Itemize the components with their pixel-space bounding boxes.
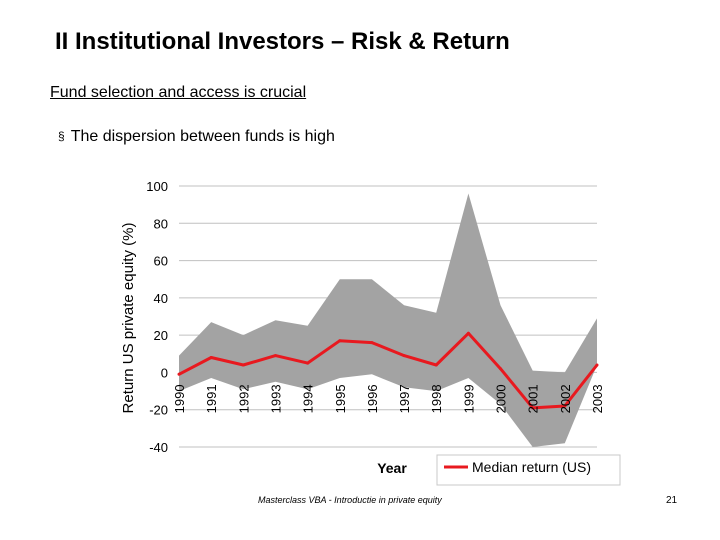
x-tick-label-1990: 1990 [172, 384, 187, 413]
median-point-1995 [338, 339, 342, 343]
y-axis-label: Return US private equity (%) [120, 223, 137, 414]
bullet-text: between funds is high [175, 128, 335, 145]
median-point-1994 [306, 361, 310, 365]
median-point-1999 [466, 331, 470, 335]
x-tick-label-2002: 2002 [558, 384, 573, 413]
x-axis-ticks: 1990 1991 1992 1993 1994 1995 1996 1997 1998 1999… [172, 384, 605, 413]
x-tick-label-1999: 1999 [461, 384, 476, 413]
y-tick-label: 20 [154, 328, 168, 343]
dispersion-band [179, 193, 597, 447]
bullet-emphasis: The dispersion [70, 128, 176, 145]
median-point-1998 [434, 363, 438, 367]
legend-label: Median return (US) [472, 459, 591, 475]
legend: Median return (US) [436, 454, 621, 486]
x-tick-label-1992: 1992 [236, 384, 251, 413]
median-return-line [178, 331, 599, 410]
median-point-1996 [370, 341, 374, 345]
y-tick-label: -20 [149, 403, 168, 418]
median-point-2001 [531, 406, 535, 410]
y-axis-ticks: -40 -20 0 20 40 60 80 100 [146, 179, 168, 455]
x-tick-label-2001: 2001 [526, 384, 541, 413]
median-point-1990 [177, 372, 181, 376]
y-tick-label: 40 [154, 291, 168, 306]
median-point-2000 [499, 367, 503, 371]
x-tick-label-2003: 2003 [590, 384, 605, 413]
median-point-1997 [402, 354, 406, 358]
y-tick-label: 0 [161, 365, 168, 380]
x-tick-label-2000: 2000 [494, 384, 509, 413]
y-tick-label: 100 [146, 179, 168, 194]
y-tick-label: 60 [154, 254, 168, 269]
x-tick-label-1996: 1996 [365, 384, 380, 413]
median-point-1991 [209, 356, 213, 360]
slide-subtitle: Fund selection and access is crucial [50, 84, 307, 101]
x-tick-label-1995: 1995 [333, 384, 348, 413]
y-tick-label: -40 [149, 440, 168, 455]
median-point-2002 [563, 404, 567, 408]
median-point-1992 [241, 363, 245, 367]
median-point-1993 [273, 354, 277, 358]
x-tick-label-1993: 1993 [268, 384, 283, 413]
legend-box [436, 454, 621, 486]
median-point-2003 [595, 363, 599, 367]
footer-text: Masterclass VBA - Introductie in private… [258, 495, 442, 505]
x-tick-label-1991: 1991 [204, 384, 219, 413]
page-number: 21 [666, 495, 678, 506]
x-axis-label: Year [377, 460, 407, 476]
median-points [177, 331, 599, 410]
y-tick-label: 80 [154, 216, 168, 231]
slide-title: II Institutional Investors – Risk & Retu… [55, 28, 510, 55]
x-tick-label-1994: 1994 [301, 384, 316, 413]
x-tick-label-1997: 1997 [397, 384, 412, 413]
bullet-point: § The dispersion between funds is high [58, 128, 335, 146]
bullet-marker: § [58, 129, 65, 143]
x-tick-label-1998: 1998 [429, 384, 444, 413]
